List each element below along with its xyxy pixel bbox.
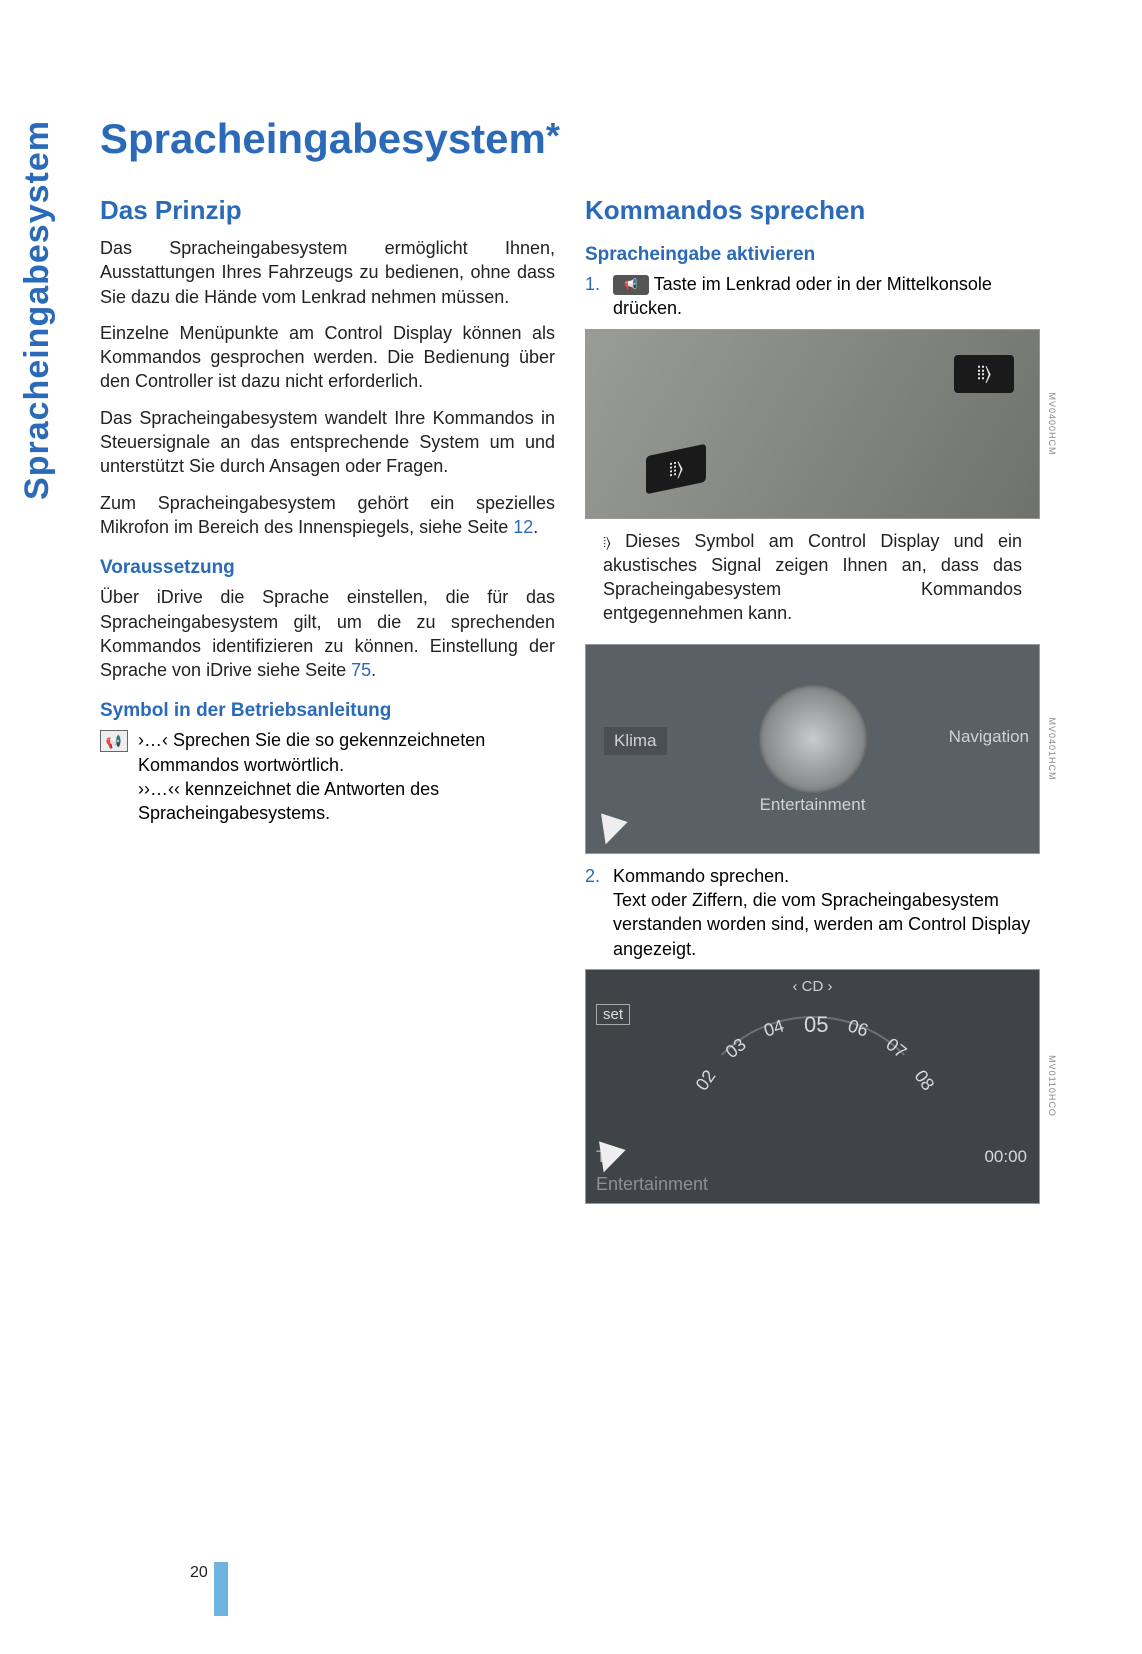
voice-button-wheel: ⦙⦙⟩	[646, 443, 706, 494]
page-link-75[interactable]: 75	[351, 660, 371, 680]
voice-symbol-note: ⦙⟩ Dieses Symbol am Control Display und …	[585, 529, 1040, 632]
heading-requirement: Voraussetzung	[100, 557, 555, 579]
idrive-dial	[758, 684, 868, 794]
step-2-text: Kommando sprechen. Text oder Ziffern, di…	[613, 864, 1040, 961]
heading-commands: Kommandos sprechen	[585, 195, 1040, 226]
track-05: 05	[804, 1012, 828, 1038]
title-text: Spracheingabesystem	[100, 115, 546, 162]
symbol-explanation: 📢 ›…‹ Sprechen Sie die so gekennzeichnet…	[100, 728, 555, 825]
entertainment-label: Entertainment	[596, 1174, 708, 1195]
right-column: Kommandos sprechen Spracheingabe aktivie…	[585, 195, 1040, 1214]
para-4b: .	[533, 517, 538, 537]
speak-icon: 📢	[100, 730, 128, 752]
left-column: Das Prinzip Das Spracheingabesystem ermö…	[100, 195, 555, 1214]
figure-2-code: MV0401HCM	[1047, 717, 1057, 780]
menu-klima: Klima	[604, 727, 667, 755]
page-title: Spracheingabesystem*	[100, 115, 560, 163]
page-link-12[interactable]: 12	[513, 517, 533, 537]
page-number-tab	[214, 1562, 228, 1616]
note-text: Dieses Symbol am Control Display und ein…	[603, 531, 1022, 624]
step-2: 2. Kommando sprechen. Text oder Ziffern,…	[585, 864, 1040, 961]
menu-navigation: Navigation	[949, 727, 1029, 747]
figure-steering-console: ⦙⦙⟩ ⦙⦙⟩ MV0400HCM	[585, 329, 1040, 519]
step-1: 1. 📢 Taste im Lenkrad oder in der Mittel…	[585, 272, 1040, 321]
symbol-text: ›…‹ Sprechen Sie die so gekennzeichneten…	[138, 728, 555, 825]
time-display: 00:00	[984, 1147, 1027, 1167]
step-1-number: 1.	[585, 272, 605, 321]
voice-button-icon: 📢	[613, 275, 649, 295]
cd-header: ‹ CD ›	[793, 978, 833, 995]
para-2: Einzelne Menüpunkte am Control Display k…	[100, 321, 555, 394]
voice-wave-icon: ⦙⟩	[603, 534, 611, 550]
figure-idrive-menu: Klima Navigation Entertainment MV0401HCM	[585, 644, 1040, 854]
set-button: set	[596, 1004, 630, 1025]
heading-activate: Spracheingabe aktivieren	[585, 244, 1040, 266]
para-1: Das Spracheingabesystem ermöglicht Ihnen…	[100, 236, 555, 309]
para-3: Das Spracheingabesystem wandelt Ihre Kom…	[100, 406, 555, 479]
step-2-number: 2.	[585, 864, 605, 961]
heading-principle: Das Prinzip	[100, 195, 555, 226]
para-4a: Zum Spracheingabesystem gehört ein spezi…	[100, 493, 555, 537]
para-5b: .	[371, 660, 376, 680]
heading-symbol: Symbol in der Betriebsanleitung	[100, 700, 555, 722]
cursor-icon	[592, 813, 627, 848]
figure-1-code: MV0400HCM	[1047, 392, 1057, 455]
voice-button-dash: ⦙⦙⟩	[954, 355, 1014, 393]
step-1-text: Taste im Lenkrad oder in der Mittelkonso…	[613, 274, 992, 318]
para-4: Zum Spracheingabesystem gehört ein spezi…	[100, 491, 555, 540]
title-asterisk: *	[546, 115, 560, 156]
para-5: Über iDrive die Sprache einstellen, die …	[100, 585, 555, 682]
menu-entertainment: Entertainment	[760, 795, 866, 815]
figure-cd-display: ‹ CD › set 02 03 04 05 06 07 08 Tit 00:0…	[585, 969, 1040, 1204]
figure-3-code: MV0110HCO	[1047, 1056, 1057, 1118]
page-number: 20	[190, 1564, 208, 1582]
para-5a: Über iDrive die Sprache einstellen, die …	[100, 587, 555, 680]
side-section-tab: Spracheingabesystem	[18, 120, 57, 500]
